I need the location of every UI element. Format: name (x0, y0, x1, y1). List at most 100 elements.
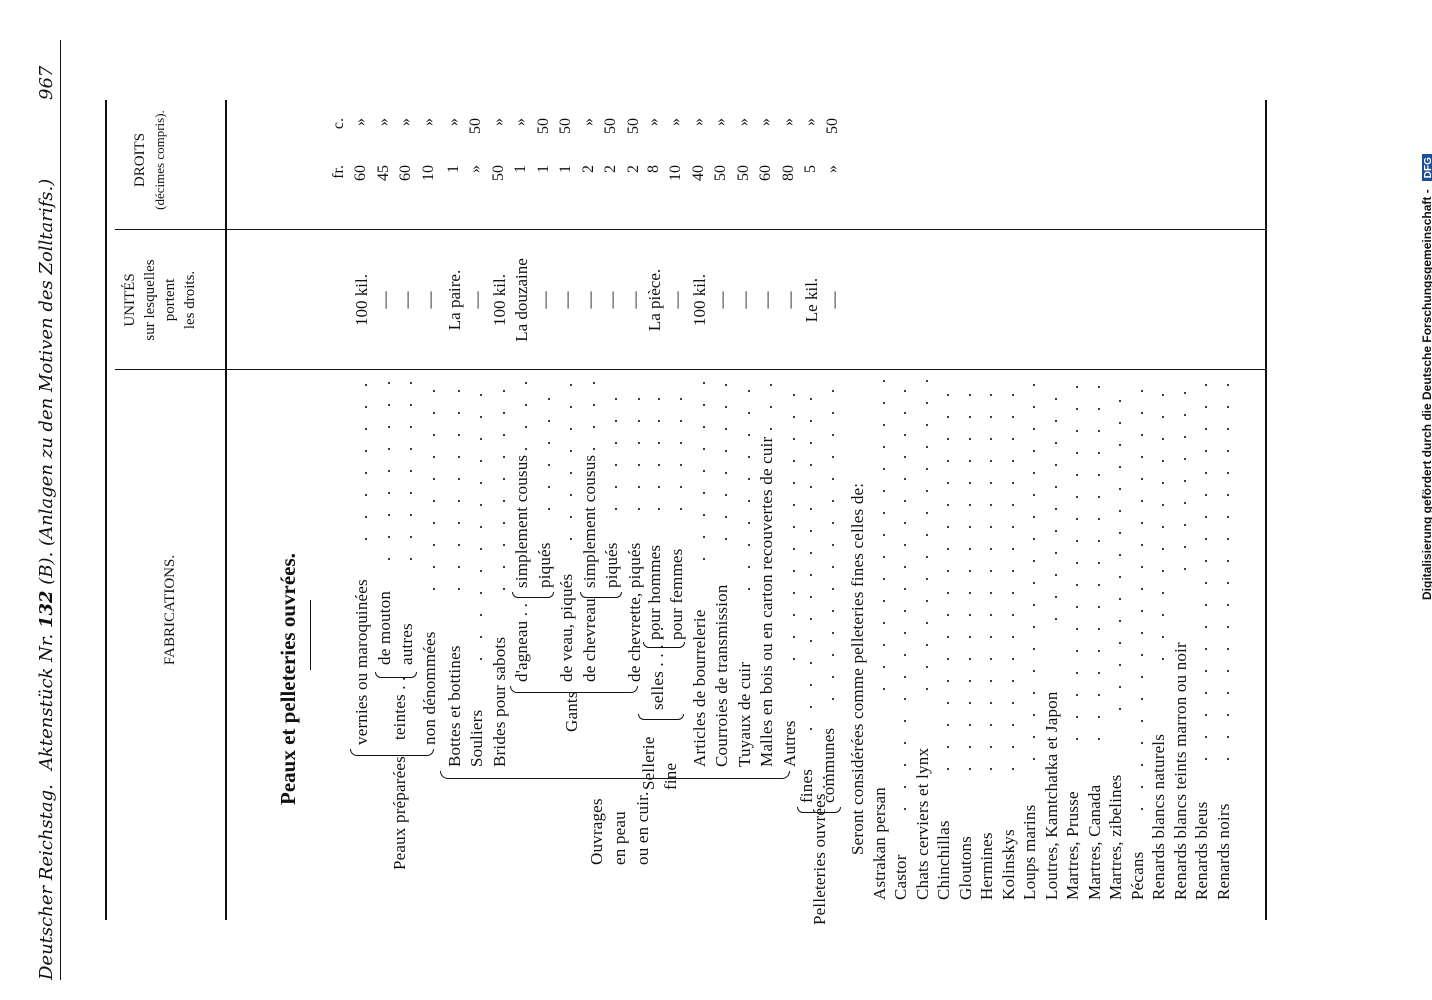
dot-leader (1098, 380, 1100, 750)
droits-unit-c: c. (330, 118, 347, 130)
row-label: simplement cousus (580, 454, 599, 588)
row-droit-c: » (397, 118, 414, 126)
row-droit-fr: 1 (535, 165, 552, 173)
dot-leader (1033, 380, 1035, 770)
dot-leader (1076, 380, 1078, 750)
dot-leader (433, 380, 435, 600)
dot-leader (703, 380, 705, 570)
row-droit-c: » (512, 118, 529, 126)
table-bottom-rule (1265, 100, 1267, 920)
dot-leader (1227, 380, 1229, 770)
row-unit: La pièce. (645, 268, 664, 332)
header-center-num: 132 (36, 590, 57, 628)
dot-leader (1012, 380, 1014, 780)
row-label: vernies ou maroquinées (352, 579, 371, 745)
row-droit-c: 50 (557, 118, 574, 134)
dot-leader (793, 380, 795, 670)
fur-item: Renards blancs naturels (1149, 733, 1168, 900)
dot-leader (638, 380, 640, 520)
row-label: autres (397, 623, 416, 665)
row-droit-fr: 50 (490, 165, 507, 181)
row-droit-fr: 60 (757, 165, 774, 181)
row-unit: — (780, 291, 799, 309)
row-unit: — (602, 291, 621, 309)
row-droit-c: » (712, 118, 729, 126)
row-label: piqués (535, 542, 554, 588)
col-sep-2 (115, 229, 1265, 230)
dot-leader (1162, 380, 1164, 670)
row-label: Courroies de transmission (712, 584, 731, 767)
section-title: Peaux et pelleteries ouvrées. (276, 553, 300, 805)
header-center-title: (Anlagen zu den Motiven des Zolltarifs.) (36, 178, 57, 546)
row-droit-fr: 60 (397, 165, 414, 181)
dot-leader (1119, 380, 1121, 720)
table-head-rule (225, 100, 227, 920)
group-de-chevreau: de chevreau (580, 598, 599, 682)
col-droits-line1: DROITS (132, 132, 148, 188)
fur-item: Castor (891, 854, 910, 900)
brace-selles (643, 642, 685, 648)
col-unites-line4: les droits. (182, 270, 198, 330)
dot-leader (548, 380, 550, 520)
row-droit-fr: 2 (625, 165, 642, 173)
group-sellerie-2: fine (661, 762, 680, 790)
row-droit-c: 50 (535, 118, 552, 134)
dot-leader (832, 380, 834, 710)
col-fabrications: FABRICATIONS. (162, 554, 178, 666)
row-unit: — (420, 291, 439, 309)
header-left: Deutscher Reichstag. (36, 784, 57, 980)
header-center-suffix: (B). (36, 551, 57, 585)
row-label: non dénommées (420, 631, 439, 745)
dot-leader (748, 380, 750, 600)
row-droit-c: » (757, 118, 774, 126)
row-unit: — (757, 291, 776, 309)
group-sellerie: Sellerie fine (638, 736, 682, 790)
row-unit: — (467, 291, 486, 309)
brace-dagneau (512, 592, 554, 598)
row-unit: — (397, 291, 416, 309)
row-label: Tuyaux de cuir (735, 661, 754, 767)
row-unit: — (557, 291, 576, 309)
row-label: pour femmes (667, 548, 686, 640)
row-label: Brides pour sabots (490, 636, 509, 767)
row-droit-fr: 5 (802, 165, 819, 173)
row-unit: La paire. (445, 269, 464, 331)
brace-peaux (350, 749, 434, 756)
dot-leader (904, 380, 906, 820)
row-label: Malles en bois ou en carton recouvertes … (757, 436, 776, 767)
row-label: Autres (780, 720, 799, 767)
row-droit-c: » (780, 118, 797, 126)
row-unit: — (535, 291, 554, 309)
fur-item: Martres, zibelines (1106, 774, 1125, 900)
row-droit-fr: 1 (445, 165, 462, 173)
col-droits-line2: (décimes compris). (152, 110, 167, 210)
row-droit-fr: » (467, 165, 484, 173)
dot-leader (570, 380, 572, 550)
row-label: Bottes et bottines (445, 645, 464, 767)
row-label: de veau, piqués (557, 573, 576, 682)
dot-leader (658, 380, 660, 520)
digitization-text: Digitalisierung gefördert durch die Deut… (1420, 189, 1432, 600)
dot-leader (947, 380, 949, 780)
row-unit: 100 kil. (352, 274, 371, 326)
dot-leader (725, 380, 727, 550)
dot-leader (410, 380, 412, 570)
row-unit: — (712, 291, 731, 309)
row-droit-fr: 8 (645, 165, 662, 173)
row-droit-c: » (802, 118, 819, 126)
row-droit-c: » (667, 118, 684, 126)
header-center: Aktenstück Nr. 132 (B). (Anlagen zu den … (36, 179, 57, 770)
row-unit: — (667, 291, 686, 309)
group-teintes: teintes . . (390, 676, 409, 740)
row-droit-fr: 1 (557, 165, 574, 173)
row-droit-c: » (352, 118, 369, 126)
row-droit-c: » (375, 118, 392, 126)
fur-item: Astrakan persan (870, 787, 889, 900)
col-sep-1 (115, 369, 1265, 370)
dot-leader (969, 380, 971, 780)
brace-ouvrages (440, 771, 790, 779)
group-ouvrages: Ouvrages en peau ou en cuir. (585, 792, 654, 866)
fur-item: Renards blancs teints marron ou noir (1171, 642, 1190, 900)
row-droit-fr: 50 (735, 165, 752, 181)
dfg-logo-icon: DFG (1422, 154, 1432, 182)
